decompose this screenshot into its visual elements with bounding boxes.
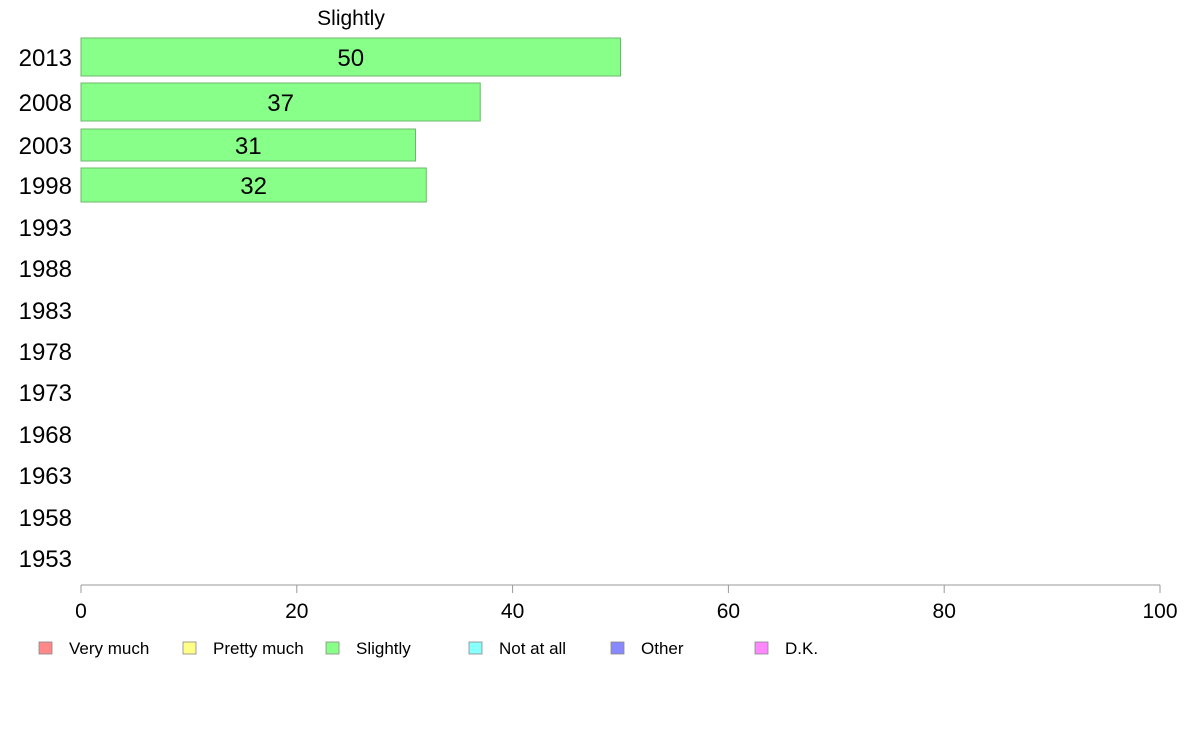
legend-label-d-k: D.K. xyxy=(785,639,818,658)
legend-swatch-very-much xyxy=(38,641,53,655)
category-labels: 2013 2008 2003 1998 1993 1988 1983 1978 1973 1968… xyxy=(19,45,72,573)
category-label-2008: 2008 xyxy=(19,90,72,117)
bar-2003 xyxy=(80,128,416,162)
bar-2008 xyxy=(80,82,481,122)
x-tick-label-20: 20 xyxy=(285,600,308,623)
category-label-1953: 1953 xyxy=(19,546,72,573)
category-label-2013: 2013 xyxy=(19,45,72,72)
bar-value-label-2008: 37 xyxy=(267,90,294,117)
category-label-1998: 1998 xyxy=(19,173,72,200)
category-label-1963: 1963 xyxy=(19,463,72,490)
legend-label-not-at-all: Not at all xyxy=(499,639,566,658)
legend-label-slightly: Slightly xyxy=(356,639,411,658)
x-axis-ticks: 0 20 40 60 80 100 xyxy=(75,585,1178,623)
category-label-2003: 2003 xyxy=(19,133,72,160)
x-tick-label-40: 40 xyxy=(501,600,524,623)
chart-title: Slightly xyxy=(317,7,385,30)
legend-label-other: Other xyxy=(641,639,684,658)
legend-label-very-much: Very much xyxy=(69,639,149,658)
category-label-1993: 1993 xyxy=(19,215,72,242)
category-label-1983: 1983 xyxy=(19,298,72,325)
x-tick-label-100: 100 xyxy=(1142,600,1177,623)
legend: Very much Pretty much Slightly Not at all Ot… xyxy=(38,639,818,658)
legend-swatch-other xyxy=(610,641,625,655)
x-tick-label-0: 0 xyxy=(75,600,87,623)
category-label-1958: 1958 xyxy=(19,505,72,532)
x-tick-label-60: 60 xyxy=(717,600,740,623)
category-label-1988: 1988 xyxy=(19,256,72,283)
bar-1998 xyxy=(80,167,427,203)
category-label-1978: 1978 xyxy=(19,339,72,366)
bar-2013 xyxy=(80,37,621,77)
legend-swatch-pretty-much xyxy=(182,641,197,655)
bar-value-label-1998: 32 xyxy=(240,173,267,200)
legend-swatch-slightly xyxy=(325,641,340,655)
bar-value-label-2013: 50 xyxy=(337,45,364,72)
category-label-1968: 1968 xyxy=(19,422,72,449)
x-tick-label-80: 80 xyxy=(933,600,956,623)
bar-value-label-2003: 31 xyxy=(235,133,262,160)
category-label-1973: 1973 xyxy=(19,380,72,407)
legend-swatch-not-at-all xyxy=(468,641,483,655)
legend-label-pretty-much: Pretty much xyxy=(213,639,304,658)
legend-swatch-d-k xyxy=(754,641,769,655)
